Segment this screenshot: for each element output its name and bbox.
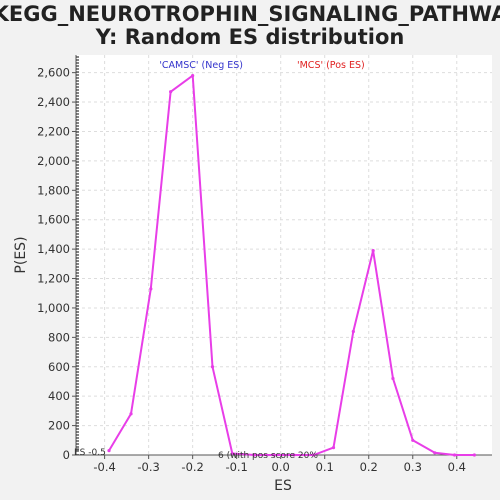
- y-tick-label: 600: [48, 360, 70, 374]
- legend-entry-pos: 'MCS' (Pos ES): [297, 60, 365, 71]
- chart-title-line1: KEGG_NEUROTROPHIN_SIGNALING_PATHWA: [0, 2, 500, 26]
- x-tick-label: 0.4: [448, 460, 466, 474]
- x-tick-label: 0.0: [272, 460, 290, 474]
- y-tick-label: 800: [48, 330, 70, 344]
- y-tick-label: 1,800: [37, 183, 70, 197]
- x-axis: -0.4 -0.3 -0.2 -0.1 0.0 0.1 0.2 0.3 0.4: [93, 455, 466, 474]
- y-tick-label: 2,400: [37, 95, 70, 109]
- data-point: [472, 453, 476, 457]
- legend-entry-neg: 'CAMSC' (Neg ES): [159, 60, 243, 71]
- data-point: [433, 451, 437, 455]
- y-tick-label: 1,200: [37, 272, 70, 286]
- y-tick-label: 2,200: [37, 124, 70, 138]
- y-tick-label: 1,000: [37, 301, 70, 315]
- data-point: [312, 453, 316, 457]
- plot-area: [76, 55, 492, 455]
- grid: [76, 55, 492, 456]
- y-tick-label: 2,600: [37, 66, 70, 80]
- y-axis-label: P(ES): [13, 236, 29, 273]
- data-point: [169, 90, 173, 94]
- y-axis: 0 200 400 600 800 1,000 1,200 1,400 1,600 1,800 2,…: [37, 66, 76, 462]
- data-point: [149, 287, 153, 291]
- y-tick-label: 1,400: [37, 242, 70, 256]
- data-point: [272, 453, 276, 457]
- y-tick-label: 200: [48, 419, 70, 433]
- data-point: [230, 451, 234, 456]
- data-point: [391, 376, 395, 381]
- y-tick-label: 0: [63, 448, 70, 462]
- x-tick-label: 0.2: [360, 460, 378, 474]
- data-point: [252, 453, 256, 457]
- data-point: [331, 446, 336, 450]
- data-point: [452, 453, 457, 457]
- x-tick-label: 0.1: [316, 460, 334, 474]
- data-point: [107, 448, 111, 453]
- x-tick-label: 0.3: [404, 460, 422, 474]
- chart-title-line2: Y: Random ES distribution: [95, 25, 405, 49]
- es-marker-label: ES -0.5: [74, 448, 106, 458]
- data-point: [292, 453, 296, 457]
- rug-marks: [76, 56, 79, 451]
- data-point: [210, 365, 215, 369]
- y-tick-label: 400: [48, 389, 70, 403]
- sample-note: 6 (with pos score 20%: [218, 451, 318, 461]
- y-tick-label: 1,600: [37, 213, 70, 227]
- x-tick-label: -0.1: [225, 460, 247, 474]
- data-point: [191, 73, 195, 78]
- data-point: [371, 248, 375, 253]
- x-tick-label: -0.3: [137, 460, 159, 474]
- x-axis-label: ES: [274, 478, 292, 494]
- x-tick-label: -0.4: [93, 460, 115, 474]
- data-point: [351, 329, 355, 334]
- y-tick-label: 2,000: [37, 154, 70, 168]
- data-point: [129, 412, 133, 416]
- series-layer: [107, 73, 476, 457]
- x-tick-label: -0.2: [181, 460, 203, 474]
- data-point: [411, 438, 415, 442]
